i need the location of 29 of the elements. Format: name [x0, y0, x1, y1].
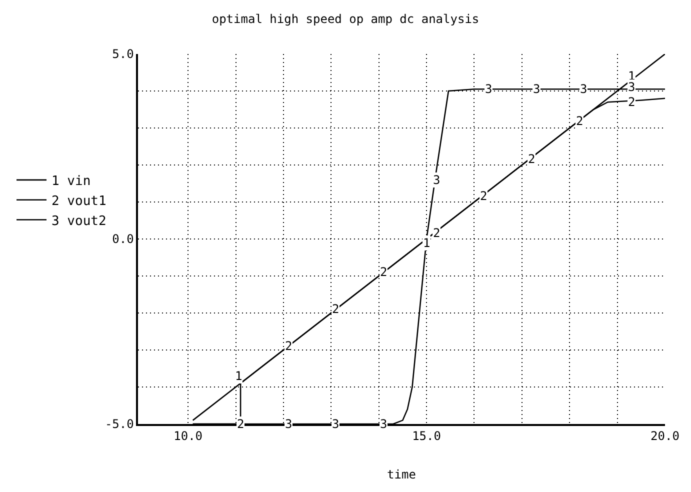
legend-label: 1 vin: [52, 174, 91, 190]
annotation: 2: [332, 302, 340, 316]
x-tick-label: 10.0: [174, 429, 203, 444]
annotation: 3: [533, 82, 540, 96]
annotation: 3: [628, 80, 636, 94]
annotation: 1: [423, 236, 430, 250]
annotation: 3: [580, 82, 588, 96]
annotation: 2: [285, 339, 292, 353]
annotation: 2: [480, 189, 488, 203]
annotation: 2: [628, 95, 636, 109]
legend-label: 3 vout2: [52, 214, 106, 229]
annotation: 2: [380, 265, 388, 279]
chart-title: optimal high speed op amp dc analysis: [212, 12, 480, 26]
annotation: 1: [235, 369, 242, 383]
x-tick-label: 15.0: [412, 429, 441, 444]
annotation: 3: [332, 417, 340, 431]
x-tick-label: 20.0: [650, 429, 680, 444]
y-tick-label: 0.0: [112, 232, 134, 246]
y-tick-label: 5.0: [112, 47, 134, 62]
annotation: 3: [285, 417, 292, 431]
legend-label: 2 vout1: [52, 194, 106, 209]
annotation: 3: [380, 417, 388, 431]
x-axis-title: time: [387, 468, 416, 482]
annotation: 3: [433, 173, 440, 187]
y-tick-label: -5.0: [104, 417, 134, 432]
annotation: 3: [485, 82, 492, 96]
annotation: 2: [528, 152, 536, 166]
annotation: 2: [576, 114, 584, 128]
annotation: 2: [433, 226, 440, 240]
